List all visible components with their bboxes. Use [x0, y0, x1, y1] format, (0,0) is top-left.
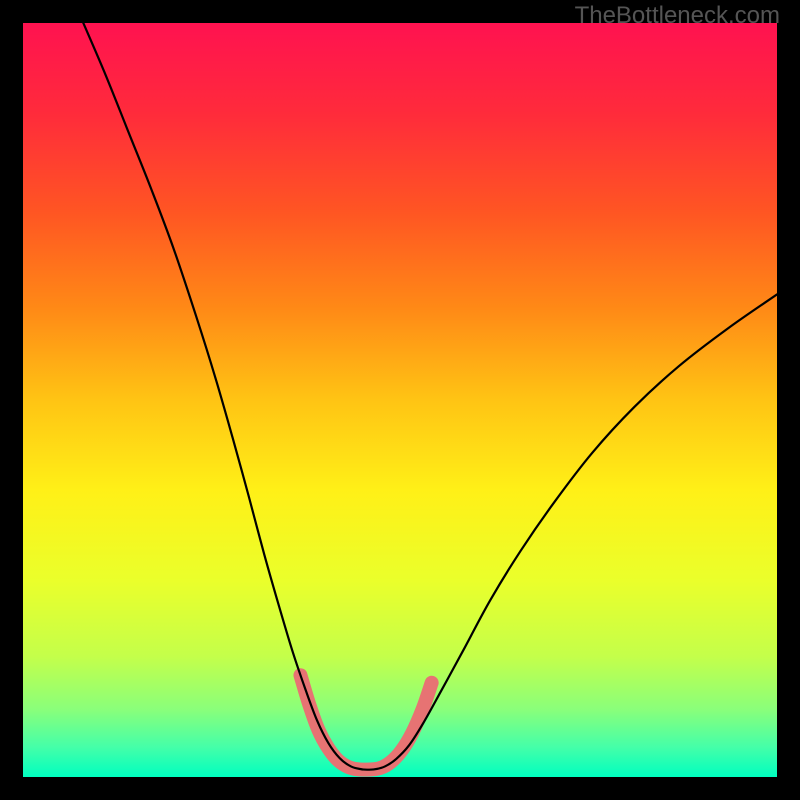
left-curve: [83, 23, 362, 769]
watermark-text: TheBottleneck.com: [575, 2, 780, 30]
plot-area: [23, 23, 777, 777]
valley-highlight: [300, 675, 431, 770]
curves-layer: [23, 23, 777, 777]
chart-container: TheBottleneck.com: [0, 0, 800, 800]
